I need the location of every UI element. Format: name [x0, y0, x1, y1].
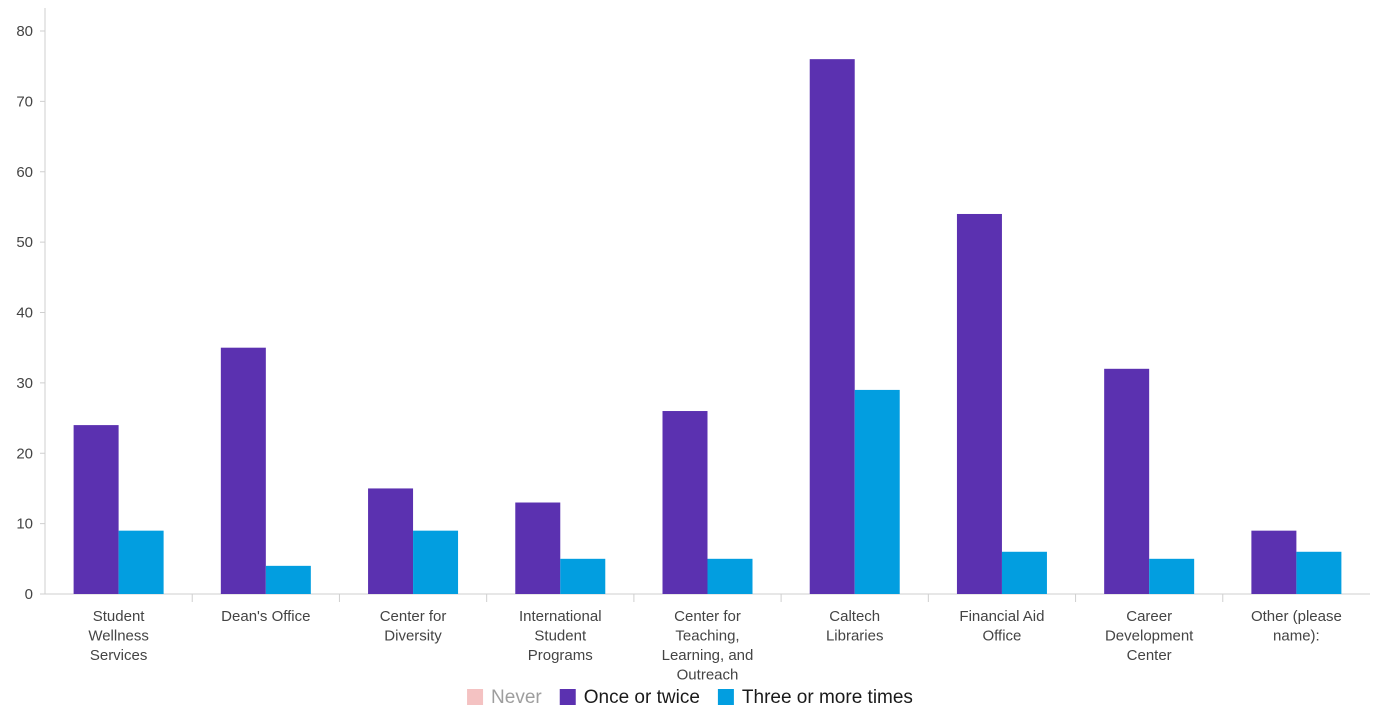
legend: Never Once or twice Three or more times — [467, 687, 913, 708]
bar — [707, 558, 753, 594]
x-category-label: Teaching, — [675, 628, 739, 645]
y-axis: 0 10 20 30 40 50 60 70 80 — [16, 8, 46, 603]
x-category-label: Services — [90, 647, 148, 664]
bar — [413, 530, 459, 594]
bar — [956, 213, 1002, 594]
bar — [515, 502, 561, 594]
bar — [1104, 368, 1150, 594]
bar — [1001, 551, 1047, 594]
bars — [73, 59, 1342, 594]
x-category-label: Financial Aid — [959, 608, 1044, 625]
x-axis: Student Wellness Services Dean's Office Cent… — [45, 593, 1370, 684]
y-tick-label: 20 — [16, 445, 33, 462]
x-category-label: Student — [93, 608, 146, 625]
bar — [118, 530, 164, 594]
x-category-label: Dean's Office — [221, 608, 310, 625]
x-category-label: Development — [1105, 628, 1194, 645]
y-tick-label: 80 — [16, 23, 33, 40]
bar — [560, 558, 606, 594]
x-category-label: Diversity — [384, 628, 442, 645]
x-category-label: Office — [982, 628, 1021, 645]
x-category-label: Center — [1127, 647, 1172, 664]
y-tick-label: 10 — [16, 516, 33, 533]
legend-swatch — [559, 689, 576, 705]
x-category-label: Student — [534, 628, 587, 645]
bar — [809, 59, 855, 594]
bar — [1251, 530, 1297, 594]
x-category-label: Caltech — [829, 608, 880, 625]
y-tick-label: 50 — [16, 234, 33, 251]
y-tick-label: 70 — [16, 93, 33, 110]
y-tick-label: 30 — [16, 375, 33, 392]
x-category-label: Programs — [528, 647, 593, 664]
x-category-label: Wellness — [88, 628, 149, 645]
x-category-label: Libraries — [826, 628, 884, 645]
bar — [1149, 558, 1195, 594]
bar — [854, 389, 900, 594]
x-category-label: Outreach — [677, 667, 739, 684]
legend-label: Three or more times — [742, 687, 913, 708]
x-category-label: Center for — [674, 608, 741, 625]
legend-label: Never — [491, 687, 542, 708]
x-category-label: Learning, and — [662, 647, 754, 664]
x-category-label: International — [519, 608, 602, 625]
x-category-label: Other (please — [1251, 608, 1342, 625]
legend-swatch — [717, 689, 734, 705]
bar — [1296, 551, 1342, 594]
y-tick-label: 0 — [25, 586, 33, 603]
x-category-label: name): — [1273, 628, 1320, 645]
bar — [73, 425, 119, 594]
bar — [220, 347, 266, 594]
y-tick-label: 40 — [16, 305, 33, 322]
legend-label: Once or twice — [584, 687, 700, 708]
y-tick-label: 60 — [16, 164, 33, 181]
bar — [368, 488, 414, 594]
legend-swatch — [467, 689, 484, 705]
bar — [662, 411, 708, 594]
x-category-label: Career — [1126, 608, 1172, 625]
bar — [265, 565, 311, 594]
x-category-label: Center for — [380, 608, 447, 625]
